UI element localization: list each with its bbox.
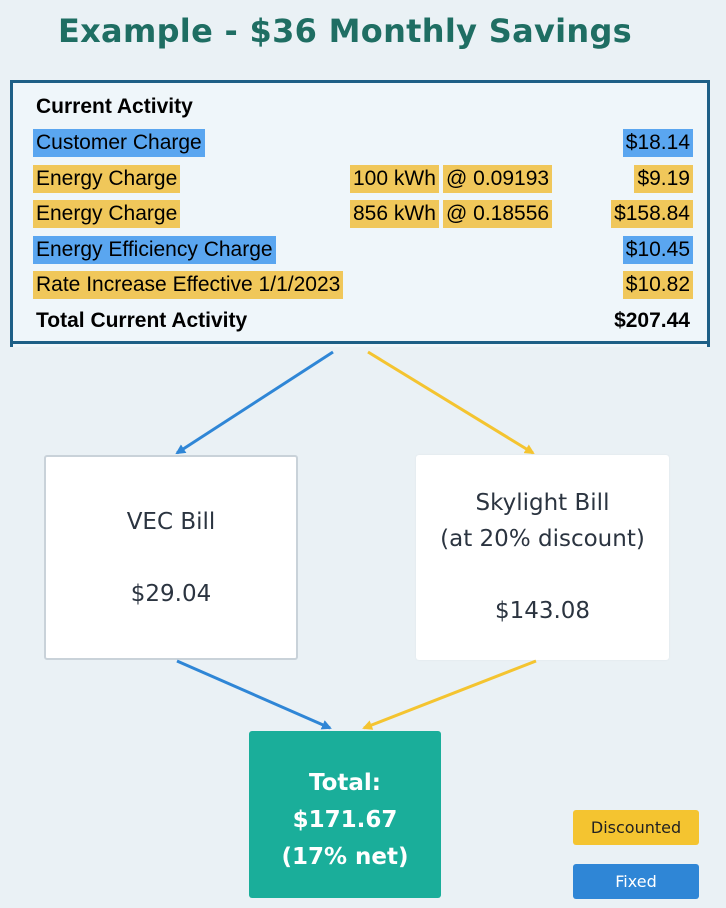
total-label: Total: bbox=[308, 770, 382, 796]
bill-row-amount: $10.45 bbox=[622, 236, 693, 264]
bill-row-label: Rate Increase Effective 1/1/2023 bbox=[33, 271, 344, 299]
bill-row-rate: @ 0.18556 bbox=[443, 200, 553, 228]
bill-row-label: Energy Charge bbox=[33, 165, 181, 193]
bill-total-row: Total Current Activity $207.44 bbox=[13, 307, 707, 337]
bill-row: Energy Efficiency Charge $10.45 bbox=[13, 236, 707, 266]
total-net-percent: (17% net) bbox=[281, 844, 409, 870]
skylight-bill-subtitle: (at 20% discount) bbox=[440, 526, 645, 552]
bill-row: Energy Charge 856 kWh @ 0.18556 $158.84 bbox=[13, 200, 707, 230]
legend-fixed: Fixed bbox=[573, 864, 699, 899]
total-box: Total: $171.67 (17% net) bbox=[249, 731, 441, 898]
arrow-bill-to-skylight bbox=[367, 350, 535, 455]
bill-row: Rate Increase Effective 1/1/2023 $10.82 bbox=[13, 271, 707, 301]
legend-discounted: Discounted bbox=[573, 810, 699, 845]
bill-row-amount: $18.14 bbox=[622, 129, 693, 157]
bill-total-amount: $207.44 bbox=[614, 309, 690, 332]
bill-excerpt: Current Activity Customer Charge $18.14 … bbox=[10, 80, 710, 347]
page-title: Example - $36 Monthly Savings bbox=[57, 12, 633, 50]
arrow-skylight-to-total bbox=[362, 659, 537, 730]
skylight-bill-title: Skylight Bill bbox=[475, 490, 610, 516]
bill-row-rate: @ 0.09193 bbox=[443, 165, 553, 193]
bill-header: Current Activity bbox=[36, 95, 193, 118]
bill-row-amount: $9.19 bbox=[634, 165, 693, 193]
bill-row-amount: $10.82 bbox=[622, 271, 693, 299]
skylight-bill-box: Skylight Bill (at 20% discount) $143.08 bbox=[416, 455, 669, 660]
bill-row-label: Energy Charge bbox=[33, 200, 181, 228]
bill-total-label: Total Current Activity bbox=[36, 309, 248, 332]
skylight-bill-amount: $143.08 bbox=[494, 598, 591, 624]
bill-row-label: Energy Efficiency Charge bbox=[33, 236, 276, 264]
bill-row-kwh: 856 kWh bbox=[350, 200, 439, 228]
total-amount: $171.67 bbox=[292, 807, 398, 833]
bill-row-kwh: 100 kWh bbox=[350, 165, 439, 193]
bill-row-label: Customer Charge bbox=[33, 129, 205, 157]
vec-bill-box: VEC Bill $29.04 bbox=[44, 455, 298, 660]
arrow-vec-to-total bbox=[176, 659, 332, 730]
vec-bill-title: VEC Bill bbox=[126, 509, 216, 535]
arrow-bill-to-vec bbox=[175, 350, 334, 455]
bill-header-row: Current Activity bbox=[13, 93, 707, 123]
vec-bill-amount: $29.04 bbox=[130, 581, 212, 607]
bill-row: Energy Charge 100 kWh @ 0.09193 $9.19 bbox=[13, 165, 707, 195]
bill-row-amount: $158.84 bbox=[611, 200, 693, 228]
bill-row: Customer Charge $18.14 bbox=[13, 129, 707, 159]
